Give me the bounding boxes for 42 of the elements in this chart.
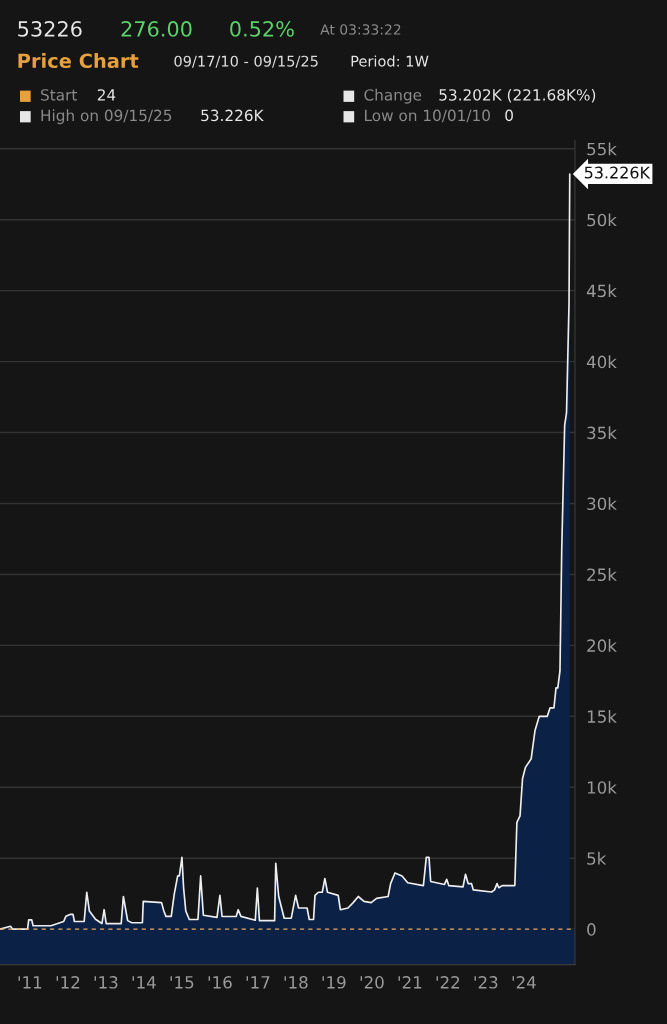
y-tick-label: 50k [587, 213, 617, 227]
x-tick-label: '21 [398, 976, 422, 989]
text: Period: 1W [351, 55, 429, 67]
chart-subtitle: 09/17/10 - 09/15/25 [174, 55, 318, 68]
annotation: 53.226K [584, 166, 651, 179]
x-tick-label: '16 [208, 976, 232, 989]
x-tick-label: '17 [246, 976, 270, 989]
text: Start [41, 89, 77, 101]
y-tick-label: 40k [586, 355, 617, 369]
y-tick-label: 10k [587, 780, 617, 794]
y-tick-label: 15k [587, 709, 617, 723]
x-tick-label: '19 [322, 976, 346, 989]
text: 0.52% [230, 21, 294, 37]
y-tick-label: 5k [587, 851, 607, 865]
text: At 03:33:22 [320, 24, 401, 35]
x-tick-label: '20 [360, 976, 384, 989]
y-tick-label: 20k [587, 639, 617, 652]
y-tick-label: 0 [587, 923, 596, 936]
y-tick-label: 30k [587, 497, 617, 511]
x-tick-label: '13 [94, 976, 118, 989]
x-tick-label: '14 [132, 976, 156, 989]
text: 53.226K [201, 109, 264, 122]
y-tick-label: 45k [586, 284, 617, 298]
text: 0 [505, 109, 513, 122]
y-tick-label: 55k [587, 142, 617, 156]
x-tick-label: '12 [56, 976, 80, 989]
x-tick-label: '11 [18, 976, 42, 989]
text: 53.202K (221.68K%) [439, 88, 596, 103]
text: Low on 10/01/10 [365, 109, 490, 123]
text: Change [364, 88, 422, 104]
x-tick-label: '15 [170, 976, 194, 989]
x-tick-label: '22 [436, 976, 460, 989]
x-tick-label: '18 [284, 976, 308, 989]
x-tick-label: '23 [474, 976, 498, 989]
text: 276.00 [121, 21, 192, 37]
chart-title: Price Chart [18, 53, 139, 69]
text: 53226 [18, 21, 82, 37]
text: 24 [97, 89, 116, 101]
x-tick-label: '24 [512, 976, 536, 989]
y-tick-label: 35k [587, 426, 617, 440]
y-tick-label: 25k [587, 568, 617, 582]
text: High on 09/15/25 [41, 109, 172, 125]
